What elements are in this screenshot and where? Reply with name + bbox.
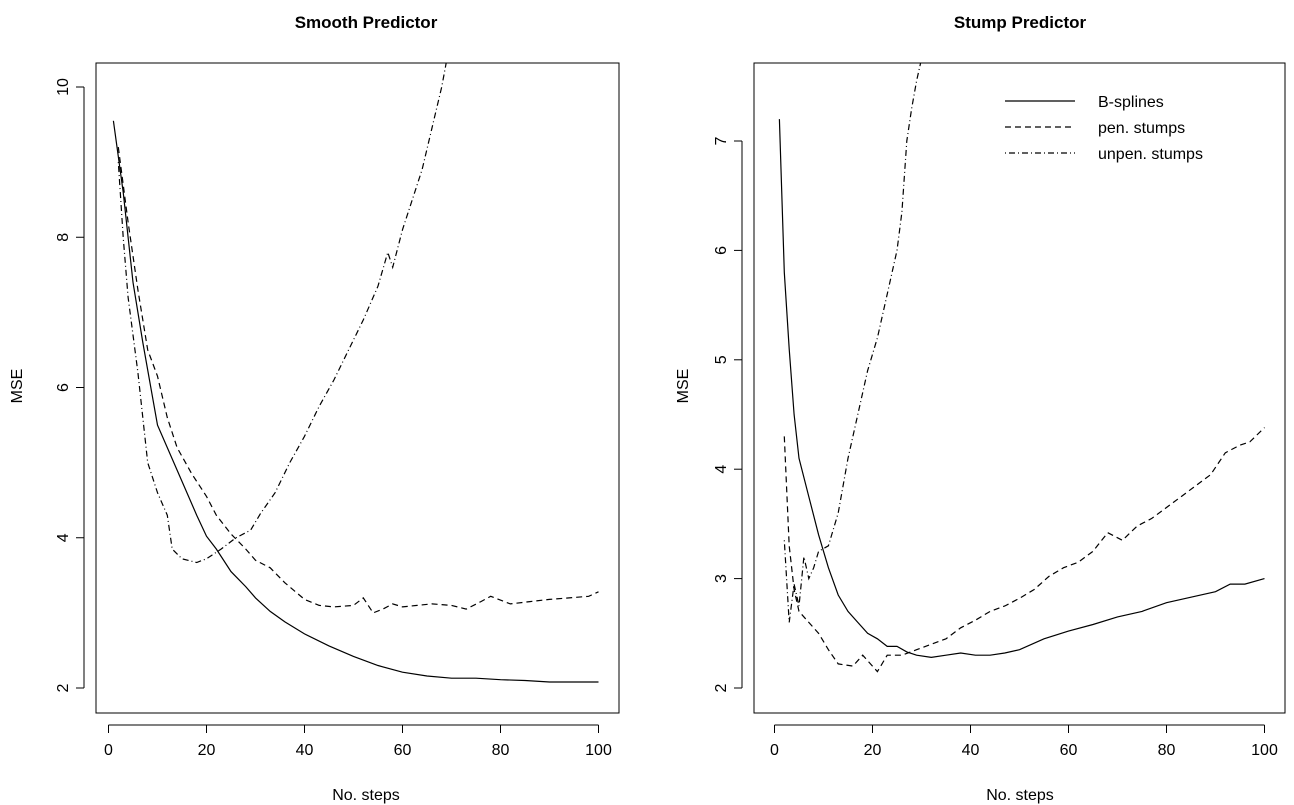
x-tick-label: 40 bbox=[296, 742, 314, 759]
legend: B-splines pen. stumps unpen. stumps bbox=[1005, 94, 1203, 163]
plot-frame bbox=[753, 62, 1286, 714]
legend-label: pen. stumps bbox=[1098, 120, 1185, 137]
y-tick-label: 4 bbox=[55, 533, 72, 542]
chart-title: Smooth Predictor bbox=[295, 13, 438, 32]
x-tick-label: 20 bbox=[864, 742, 882, 759]
y-tick-label: 10 bbox=[55, 78, 72, 96]
series-line-unpen-stumps bbox=[117, 63, 447, 564]
y-axis-label: MSE bbox=[675, 369, 692, 404]
y-tick-label: 2 bbox=[713, 683, 730, 692]
series-line-unpen-stumps bbox=[783, 63, 922, 623]
y-axis: 2 3 4 5 6 7 bbox=[713, 136, 743, 692]
x-tick-label: 60 bbox=[394, 742, 412, 759]
y-axis: 2 4 6 8 10 bbox=[55, 78, 85, 692]
series-line-pen-stumps bbox=[117, 147, 599, 614]
y-axis-label: MSE bbox=[9, 369, 26, 404]
x-tick-label: 80 bbox=[492, 742, 510, 759]
x-axis-label: No. steps bbox=[332, 787, 400, 804]
legend-label: unpen. stumps bbox=[1098, 146, 1203, 163]
y-tick-label: 6 bbox=[55, 383, 72, 392]
chart-title: Stump Predictor bbox=[954, 13, 1087, 32]
y-tick-label: 6 bbox=[713, 246, 730, 255]
panel-stump-predictor: Stump Predictor No. steps MSE 0 20 40 60 80 1… bbox=[675, 13, 1286, 804]
y-tick-label: 4 bbox=[713, 465, 730, 474]
y-tick-label: 5 bbox=[713, 355, 730, 364]
y-tick-label: 2 bbox=[55, 683, 72, 692]
legend-label: B-splines bbox=[1098, 94, 1164, 111]
x-axis-label: No. steps bbox=[986, 787, 1054, 804]
x-axis: 0 20 40 60 80 100 bbox=[770, 724, 1278, 759]
x-tick-label: 60 bbox=[1060, 742, 1078, 759]
x-tick-label: 80 bbox=[1158, 742, 1176, 759]
series-group bbox=[778, 63, 1265, 673]
panel-smooth-predictor: Smooth Predictor No. steps MSE 0 20 40 60 80… bbox=[9, 13, 620, 804]
series-group bbox=[112, 63, 599, 683]
series-line-b-splines bbox=[112, 120, 599, 683]
y-tick-label: 3 bbox=[713, 574, 730, 583]
x-axis: 0 20 40 60 80 100 bbox=[104, 724, 612, 759]
y-tick-label: 7 bbox=[713, 136, 730, 145]
y-tick-label: 8 bbox=[55, 233, 72, 242]
x-tick-label: 20 bbox=[198, 742, 216, 759]
plot-frame bbox=[95, 62, 620, 714]
x-tick-label: 40 bbox=[962, 742, 980, 759]
series-line-pen-stumps bbox=[783, 427, 1265, 673]
x-tick-label: 0 bbox=[770, 742, 779, 759]
x-tick-label: 100 bbox=[1251, 742, 1278, 759]
x-tick-label: 0 bbox=[104, 742, 113, 759]
series-line-b-splines bbox=[778, 119, 1265, 659]
x-tick-label: 100 bbox=[585, 742, 612, 759]
